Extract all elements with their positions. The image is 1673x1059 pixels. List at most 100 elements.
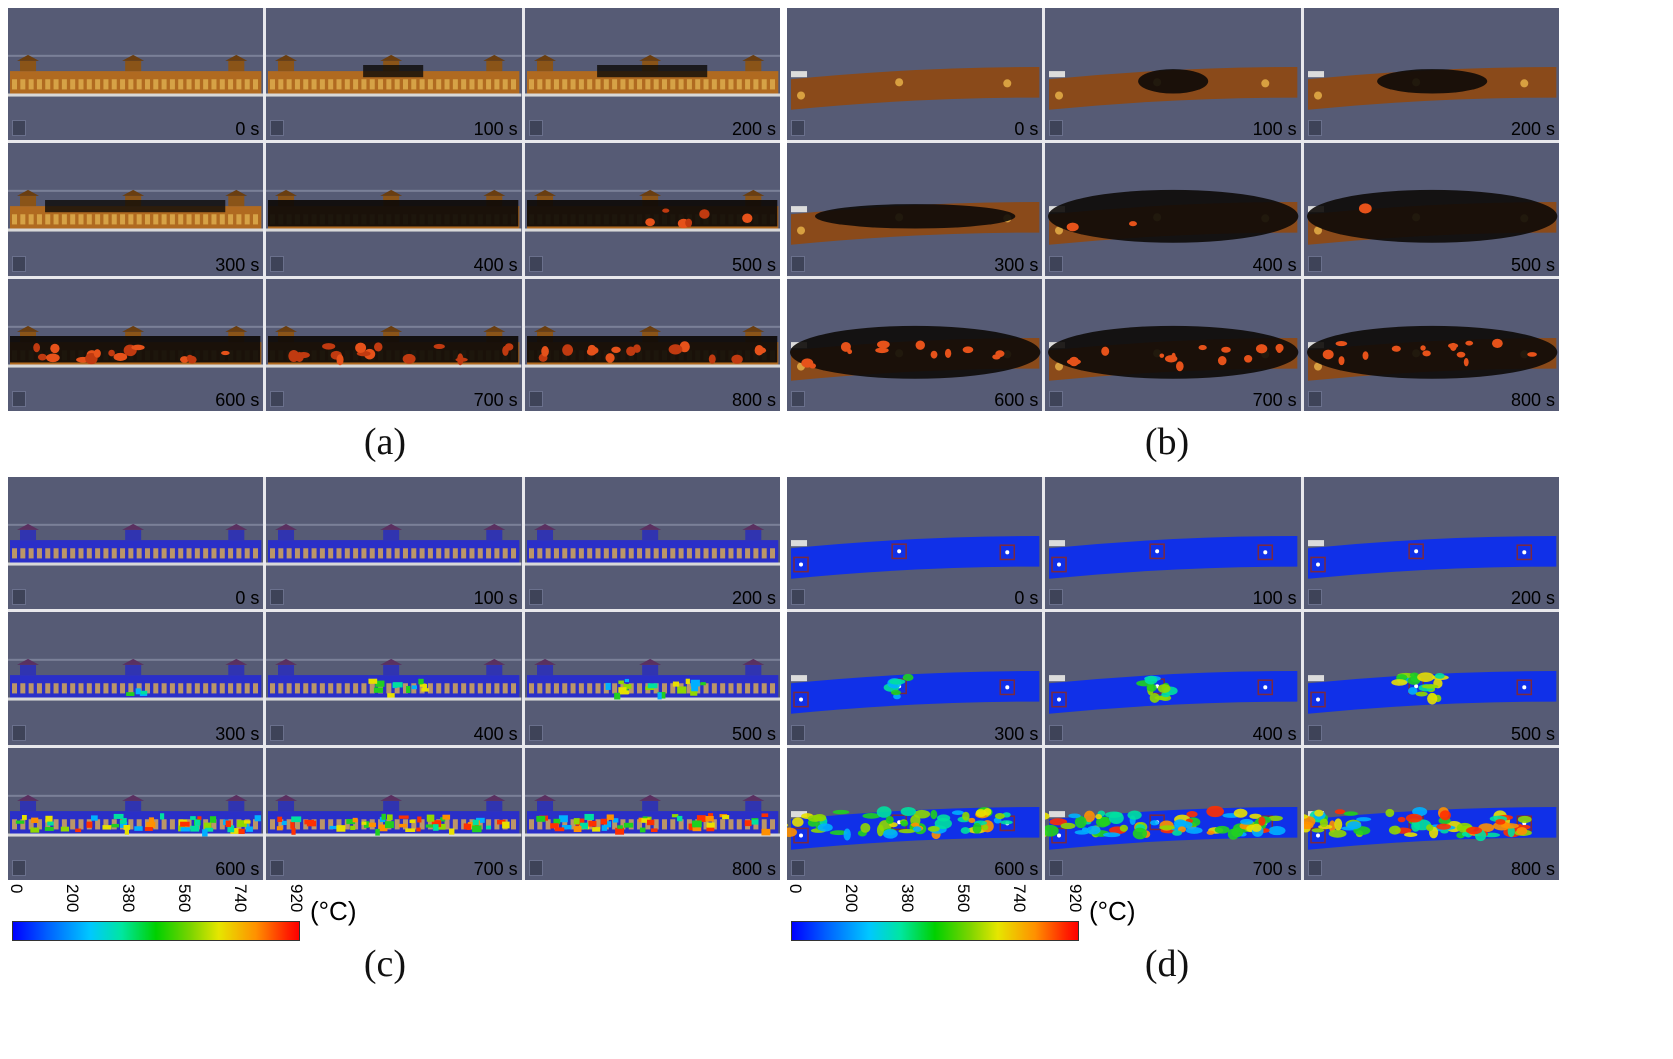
panel-c-grid: 0 s 100 s 200 s 300 s 400 s 500 s 600 s 700 s 80… <box>8 477 780 880</box>
hot-zone <box>202 828 208 837</box>
flame <box>561 343 573 356</box>
roofline <box>266 190 522 193</box>
roofline <box>8 190 264 193</box>
hot-zone <box>203 822 212 829</box>
flame <box>502 345 510 356</box>
wall-panel <box>103 683 109 694</box>
hot-zone <box>60 826 70 832</box>
hot-zone <box>409 819 416 823</box>
simulation-frame <box>1048 325 1299 381</box>
tower <box>744 529 761 541</box>
axis-gizmo-icon <box>528 255 543 272</box>
hot-zone <box>893 694 901 700</box>
hot-zone <box>553 818 560 824</box>
wall-panel <box>270 79 276 90</box>
hot-zone <box>393 682 403 688</box>
hot-zone <box>1150 819 1160 825</box>
roofline <box>524 190 780 193</box>
hot-zone <box>1215 825 1230 834</box>
hot-zone <box>1084 810 1096 822</box>
wall-panel <box>270 548 276 559</box>
tower-roof <box>533 54 556 61</box>
flame <box>1221 346 1232 353</box>
hot-zone <box>890 690 902 696</box>
wall-panel <box>328 683 334 694</box>
hot-zone <box>787 823 789 827</box>
wall-panel <box>494 79 500 90</box>
char-region <box>815 204 1016 229</box>
wall-panel <box>461 548 467 559</box>
wall-panel <box>194 683 200 694</box>
hot-zone <box>417 816 422 823</box>
frame-b-0: 0 s <box>787 8 1043 141</box>
wall-panel <box>303 79 309 90</box>
time-label: 600 s <box>994 858 1039 879</box>
roofline <box>266 659 522 662</box>
tower-roof <box>17 54 40 61</box>
hot-zone <box>368 679 378 685</box>
wall-panel <box>153 214 159 225</box>
node-marker <box>1519 79 1528 88</box>
wall-panel <box>653 79 659 90</box>
time-label: 200 s <box>1510 588 1555 609</box>
hot-zone <box>900 806 917 816</box>
axis-gizmo-icon <box>12 724 26 741</box>
hot-zone <box>898 828 916 833</box>
wall-panel <box>403 79 409 90</box>
hot-zone <box>1333 817 1342 831</box>
axis-gizmo-icon <box>791 589 805 606</box>
wall-panel <box>653 818 659 830</box>
frame-a-7: 700 s <box>266 278 522 411</box>
roofline <box>266 325 522 328</box>
hot-zone <box>466 823 472 830</box>
tower-roof <box>741 325 764 332</box>
hot-zone <box>442 814 451 820</box>
node-dot <box>1155 549 1160 554</box>
tower <box>228 665 245 676</box>
wall-panel <box>311 79 317 90</box>
wall-panel <box>278 79 284 90</box>
hot-zone <box>238 828 245 834</box>
roofline <box>8 523 264 526</box>
wall-panel <box>353 79 359 90</box>
hot-zone <box>1060 822 1076 829</box>
wall-panel <box>703 683 709 694</box>
wall-panel <box>286 79 292 90</box>
wall-panel <box>394 548 400 559</box>
wall-panel <box>603 79 609 90</box>
frame-b-1: 100 s <box>1045 8 1301 141</box>
tower-roof <box>380 190 403 197</box>
hot-zone <box>113 813 124 819</box>
hot-zone <box>1477 822 1494 832</box>
wall-panel <box>586 683 592 694</box>
hot-zone <box>1385 808 1394 817</box>
wall-panel <box>653 548 659 559</box>
wall-panel <box>494 548 500 559</box>
char-region <box>268 200 519 227</box>
wall-panel <box>403 683 409 694</box>
tower-roof <box>638 325 661 332</box>
wall-panel <box>394 79 400 90</box>
wall-panel <box>636 548 642 559</box>
frame-c-4: 400 s <box>266 612 522 745</box>
wall-panel <box>345 683 351 694</box>
wall-panel <box>736 683 742 694</box>
hot-zone <box>787 827 797 837</box>
hot-zone <box>672 681 679 687</box>
time-label: 300 s <box>215 723 260 744</box>
wall-panel <box>103 818 109 830</box>
wall-panel <box>53 548 59 559</box>
hot-zone <box>1403 832 1418 837</box>
hot-zone <box>399 815 410 819</box>
hot-zone <box>930 809 938 819</box>
colorbar-gradient <box>12 921 300 941</box>
frame-c-8: 800 s <box>524 747 780 880</box>
flame <box>731 354 743 364</box>
tower <box>486 800 503 811</box>
tower <box>383 800 400 811</box>
colorbar-tick: 920 <box>1066 884 1085 913</box>
frame-d-2: 200 s <box>1303 477 1559 610</box>
hot-zone <box>606 814 614 820</box>
wall-panel <box>270 818 276 830</box>
hot-zone <box>882 828 898 839</box>
